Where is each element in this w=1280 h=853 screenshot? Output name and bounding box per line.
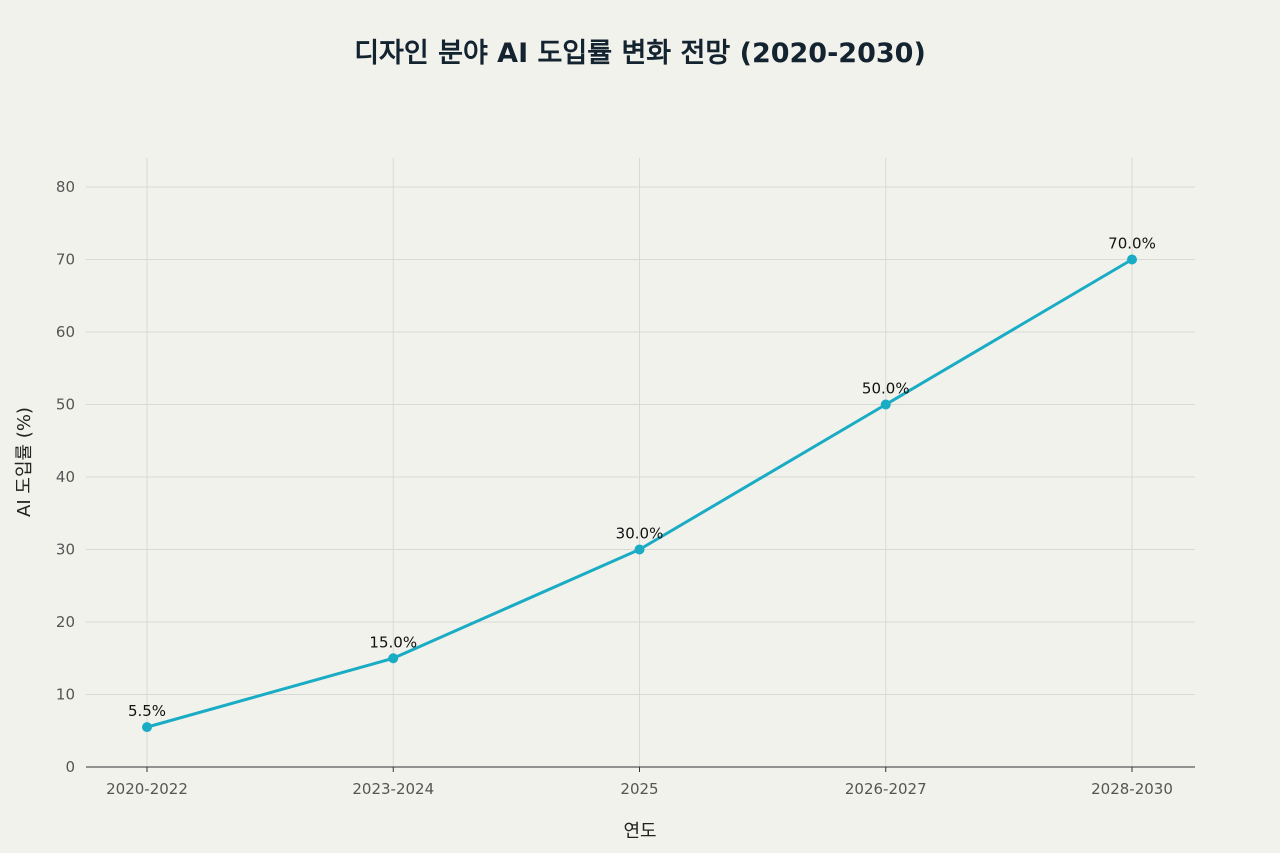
series (142, 254, 1137, 733)
y-tick-label: 70 (56, 251, 75, 269)
data-label: 15.0% (369, 633, 417, 651)
y-tick-label: 50 (56, 396, 75, 414)
y-tick-label: 60 (56, 323, 75, 341)
data-label: 70.0% (1108, 235, 1156, 253)
chart-title: 디자인 분야 AI 도입률 변화 전망 (2020-2030) (354, 38, 926, 69)
y-tick-label: 20 (56, 613, 75, 631)
y-tick-label: 10 (56, 686, 75, 704)
x-tick-label: 2026-2027 (845, 780, 927, 798)
data-labels: 5.5% 15.0% 30.0% 50.0% 70.0% (128, 235, 1156, 721)
x-tick-label: 2028-2030 (1091, 780, 1173, 798)
x-tick-label: 2025 (620, 780, 658, 798)
data-label: 50.0% (862, 380, 910, 398)
data-point (388, 653, 399, 664)
data-label: 5.5% (128, 702, 166, 720)
data-point (634, 544, 645, 555)
y-tick-label: 80 (56, 178, 75, 196)
axes: 0 10 20 30 40 50 60 70 80 2020-2022 2023-2024 2025 2… (56, 178, 1195, 798)
data-point (142, 722, 152, 733)
data-label: 30.0% (616, 525, 664, 543)
y-tick-label: 0 (65, 758, 75, 776)
x-axis-label: 연도 (623, 821, 656, 842)
y-tick-label: 30 (56, 541, 75, 559)
y-axis-label: AI 도입률 (%) (14, 407, 35, 517)
x-tick-label: 2020-2022 (106, 780, 188, 798)
data-point (880, 399, 891, 410)
grid (86, 158, 1195, 767)
x-tick-label: 2023-2024 (352, 780, 434, 798)
data-point (1127, 254, 1137, 265)
y-tick-label: 40 (56, 468, 75, 486)
